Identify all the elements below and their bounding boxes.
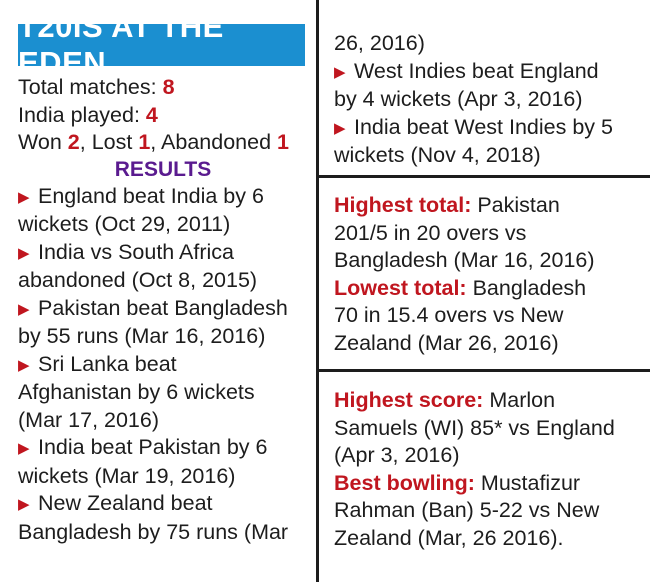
result-text: Pakistan beat Bangladesh <box>38 295 288 320</box>
results-heading: RESULTS <box>114 157 212 181</box>
result-text: by 4 wickets (Apr 3, 2016) <box>334 87 583 111</box>
horizontal-divider-2 <box>316 369 650 372</box>
result-text: India beat West Indies by 5 <box>354 114 613 139</box>
page-title: T20IS AT THE EDEN <box>18 9 224 80</box>
won-value: 2 <box>67 130 80 154</box>
result-text: England beat India by 6 <box>38 183 264 208</box>
result-text: wickets (Mar 19, 2016) <box>18 463 236 488</box>
best-bowling-line: Best bowling: Mustafizur <box>334 470 639 498</box>
left-result-item: ▶ Sri Lanka beat Afghanistan by 6 wickets (… <box>18 351 308 435</box>
result-line: by 4 wickets (Apr 3, 2016) <box>334 86 639 114</box>
result-line: wickets (Mar 19, 2016) <box>18 463 308 491</box>
best-bowling-text-2: Rahman (Ban) 5-22 vs New <box>334 498 600 522</box>
triangle-bullet-icon: ▶ <box>18 300 30 318</box>
result-line: ▶ England beat India by 6 <box>18 183 308 212</box>
right-result-item: ▶ India beat West Indies by 5 wickets (Nov… <box>334 114 639 170</box>
lowest-total-text-1: Bangladesh <box>466 275 587 300</box>
won-label: Won <box>18 130 68 154</box>
best-bowling-text-1: Mustafizur <box>474 470 581 495</box>
title-bar: T20IS AT THE EDEN <box>18 9 305 80</box>
triangle-bullet-icon: ▶ <box>334 63 346 81</box>
result-line: ▶ West Indies beat England <box>334 58 639 87</box>
triangle-bullet-icon: ▶ <box>18 356 30 374</box>
totals-records: Highest total: Pakistan 201/5 in 20 over… <box>334 192 639 357</box>
vertical-divider <box>316 0 319 582</box>
horizontal-divider-1 <box>316 175 650 178</box>
result-text: Bangladesh by 75 runs (Mar <box>18 519 289 544</box>
result-text: (Mar 17, 2016) <box>18 407 160 432</box>
result-line: (Mar 17, 2016) <box>18 407 308 435</box>
highest-total-label: Highest total: <box>334 193 472 217</box>
result-text: wickets (Nov 4, 2018) <box>334 143 541 167</box>
highest-score-text-3: (Apr 3, 2016) <box>334 443 460 467</box>
lost-label: , Lost <box>79 130 139 154</box>
result-line: ▶ Pakistan beat Bangladesh <box>18 295 308 324</box>
result-line: abandoned (Oct 8, 2015) <box>18 267 308 295</box>
results-list-right: ▶ West Indies beat England by 4 wickets (A… <box>334 58 639 170</box>
result-line: ▶ India beat West Indies by 5 <box>334 114 639 143</box>
result-text: New Zealand beat <box>38 491 213 515</box>
highest-total-text-2: 201/5 in 20 overs vs <box>334 220 527 245</box>
lowest-total-text-3: Zealand (Mar 26, 2016) <box>334 330 559 355</box>
results-continuation: 26, 2016) <box>334 31 425 55</box>
highest-total-line: Highest total: Pakistan <box>334 192 639 220</box>
highest-score-text-2: Samuels (WI) 85* vs England <box>334 415 615 440</box>
highest-score-text-1: Marlon <box>483 388 556 412</box>
abandoned-value: 1 <box>277 130 289 154</box>
right-result-item: ▶ West Indies beat England by 4 wickets (A… <box>334 58 639 114</box>
triangle-bullet-icon: ▶ <box>18 496 30 513</box>
india-played-label: India played: <box>18 102 146 127</box>
highest-total-text-3: Bangladesh (Mar 16, 2016) <box>334 248 595 272</box>
triangle-bullet-icon: ▶ <box>18 244 30 262</box>
left-column: T20IS AT THE EDEN Total matches: 8 India… <box>18 9 308 547</box>
right-column-results: 26, 2016) ▶ West Indies beat England by 4 … <box>334 30 639 170</box>
total-matches-label: Total matches: <box>18 75 163 99</box>
triangle-bullet-icon: ▶ <box>334 119 346 137</box>
result-text: India beat Pakistan by 6 <box>38 435 268 459</box>
best-bowling-text-3: Zealand (Mar, 26 2016). <box>334 525 564 550</box>
highest-score-line: Highest score: Marlon <box>334 387 639 415</box>
result-text: Sri Lanka beat <box>38 351 177 376</box>
result-line: by 55 runs (Mar 16, 2016) <box>18 323 308 351</box>
result-text: West Indies beat England <box>354 58 599 83</box>
triangle-bullet-icon: ▶ <box>18 440 30 457</box>
result-text: abandoned (Oct 8, 2015) <box>18 268 258 292</box>
result-line: ▶ India beat Pakistan by 6 <box>18 434 308 463</box>
lowest-total-line: Lowest total: Bangladesh <box>334 275 639 303</box>
left-result-item: ▶ India beat Pakistan by 6 wickets (Mar 19… <box>18 434 308 490</box>
record-line: Won 2, Lost 1, Abandoned 1 <box>18 129 308 157</box>
left-result-item: ▶ New Zealand beat Bangladesh by 75 runs (… <box>18 490 308 546</box>
result-text: by 55 runs (Mar 16, 2016) <box>18 324 266 348</box>
best-bowling-label: Best bowling: <box>334 470 475 495</box>
total-matches-line: Total matches: 8 <box>18 74 308 102</box>
result-text: India vs South Africa <box>38 239 234 264</box>
individual-records: Highest score: Marlon Samuels (WI) 85* v… <box>334 387 639 552</box>
lost-value: 1 <box>138 130 151 154</box>
results-list-left: ▶ England beat India by 6 wickets (Oct 29,… <box>18 183 308 547</box>
result-line: Bangladesh by 75 runs (Mar <box>18 519 308 547</box>
lowest-total-label: Lowest total: <box>334 275 467 300</box>
left-result-item: ▶ England beat India by 6 wickets (Oct 29,… <box>18 183 308 239</box>
result-line: ▶ Sri Lanka beat <box>18 351 308 380</box>
result-line: wickets (Nov 4, 2018) <box>334 142 639 170</box>
result-line: Afghanistan by 6 wickets <box>18 379 308 407</box>
result-line: ▶ India vs South Africa <box>18 239 308 268</box>
result-line: ▶ New Zealand beat <box>18 490 308 519</box>
abandoned-label: , Abandoned <box>150 130 278 154</box>
india-played-value: 4 <box>145 102 158 127</box>
left-result-item: ▶ India vs South Africa abandoned (Oct 8, … <box>18 239 308 295</box>
highest-total-text-1: Pakistan <box>471 193 560 217</box>
highest-score-label: Highest score: <box>334 388 484 412</box>
result-text: wickets (Oct 29, 2011) <box>18 212 231 236</box>
total-matches-value: 8 <box>162 75 175 99</box>
result-text: Afghanistan by 6 wickets <box>18 380 255 404</box>
summary-block: Total matches: 8 India played: 4 Won 2, … <box>18 74 308 157</box>
triangle-bullet-icon: ▶ <box>18 188 30 206</box>
result-line: wickets (Oct 29, 2011) <box>18 211 308 239</box>
left-result-item: ▶ Pakistan beat Bangladesh by 55 runs (Mar… <box>18 295 308 351</box>
india-played-line: India played: 4 <box>18 102 308 130</box>
lowest-total-text-2: 70 in 15.4 overs vs New <box>334 303 564 327</box>
